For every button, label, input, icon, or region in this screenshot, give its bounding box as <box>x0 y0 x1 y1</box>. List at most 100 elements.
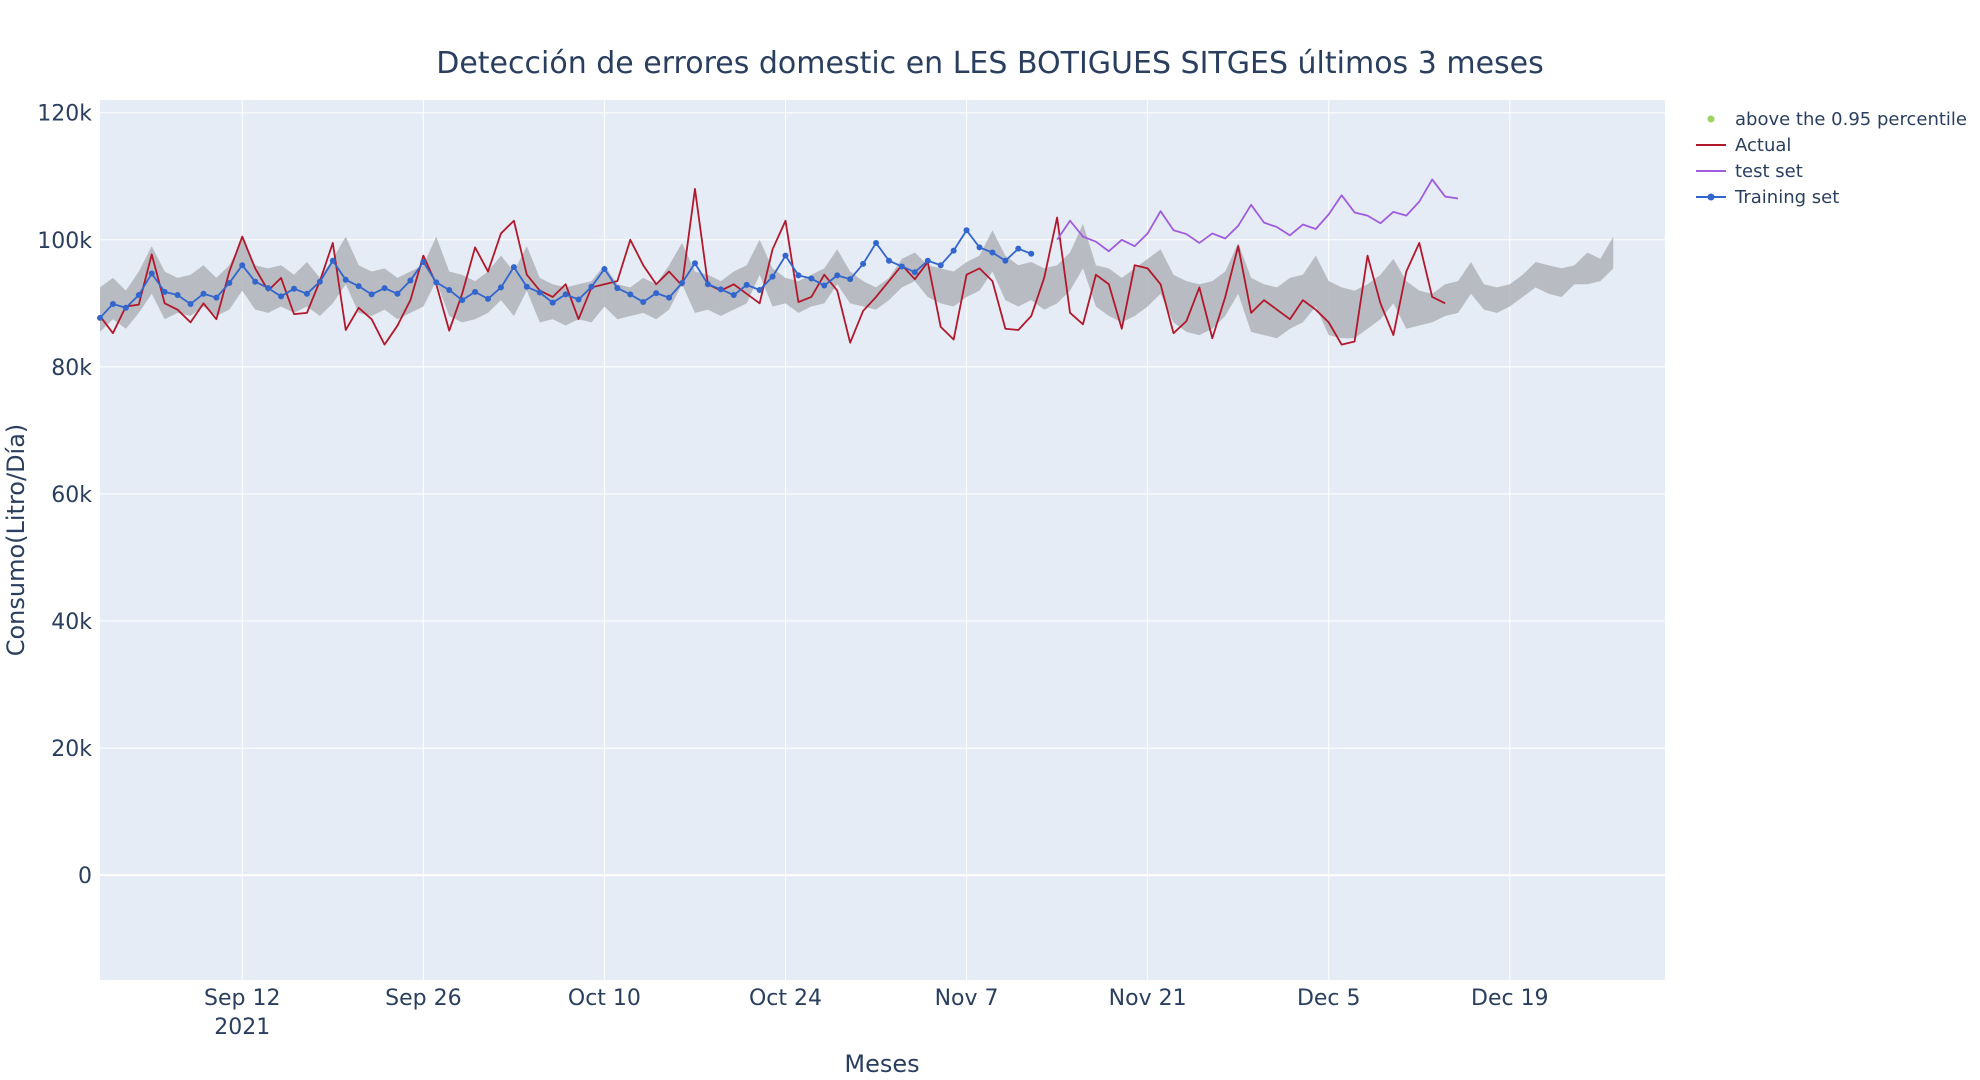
training-set-point <box>523 283 530 290</box>
x-tick-sublabel: 2021 <box>214 1015 270 1040</box>
training-set-point <box>782 252 789 259</box>
legend-label: Training set <box>1734 187 1839 208</box>
training-set-point <box>924 257 931 264</box>
training-set-point <box>743 281 750 288</box>
y-tick-label: 80k <box>51 356 92 381</box>
y-axis-title: Consumo(Litro/Día) <box>2 424 30 657</box>
training-set-point <box>950 247 957 254</box>
legend-item-test-set[interactable]: test set <box>1696 161 1803 182</box>
training-set-point <box>614 285 621 292</box>
x-tick-label: Dec 5 <box>1297 986 1361 1011</box>
training-set-point <box>161 288 168 295</box>
confidence-band <box>100 223 1614 339</box>
training-set-point <box>717 286 724 293</box>
training-set-point <box>368 291 375 298</box>
training-set-point <box>847 276 854 283</box>
training-set-point <box>122 304 129 311</box>
training-set-point <box>666 294 673 301</box>
training-set-point <box>239 262 246 269</box>
legend-label: above the 0.95 percentile <box>1735 109 1967 130</box>
legend-label: Actual <box>1735 135 1791 156</box>
training-set-point <box>200 290 207 297</box>
training-set-point <box>394 290 401 297</box>
training-set-point <box>510 264 517 271</box>
y-tick-label: 100k <box>37 229 92 254</box>
training-set-point <box>601 266 608 273</box>
training-set-point <box>109 300 116 307</box>
training-set-point <box>691 260 698 267</box>
y-tick-label: 120k <box>37 102 92 127</box>
legend[interactable]: above the 0.95 percentile Actual test set T… <box>1696 109 1967 208</box>
training-set-point <box>640 299 647 306</box>
training-set-point <box>562 291 569 298</box>
training-set-point <box>291 285 298 292</box>
x-tick-label: Sep 26 <box>385 986 461 1011</box>
legend-label: test set <box>1735 161 1803 182</box>
training-set-point <box>834 272 841 279</box>
y-tick-label: 0 <box>78 864 92 889</box>
training-set-point <box>459 297 466 304</box>
plot-area <box>100 100 1665 980</box>
training-set-point <box>937 262 944 269</box>
series-layer <box>97 178 1459 346</box>
actual-line <box>99 188 1446 346</box>
training-set-point <box>808 275 815 282</box>
chart-title: Detección de errores domestic en LES BOT… <box>436 46 1544 81</box>
training-set-point <box>653 290 660 297</box>
training-set-point <box>549 299 556 306</box>
training-set-point <box>407 277 414 284</box>
x-tick-label: Oct 24 <box>749 986 822 1011</box>
training-set-point <box>148 270 155 277</box>
training-set-point <box>485 295 492 302</box>
training-set-point <box>704 281 711 288</box>
confidence-band-layer <box>100 223 1614 339</box>
legend-item-above-the-0-95-percentile[interactable]: above the 0.95 percentile <box>1707 109 1968 130</box>
training-set-point <box>989 249 996 256</box>
training-set-point <box>329 257 336 264</box>
x-tick-label: Sep 12 <box>204 986 280 1011</box>
test-set-line <box>1056 178 1459 253</box>
training-set-point <box>135 292 142 299</box>
training-set-point <box>226 279 233 286</box>
training-set-point <box>679 279 686 286</box>
training-set-point <box>769 273 776 280</box>
training-set-point <box>252 278 259 285</box>
training-set-point <box>472 288 479 295</box>
training-set-point <box>588 283 595 290</box>
x-tick-label: Nov 21 <box>1109 986 1187 1011</box>
x-axis-title: Meses <box>844 1050 919 1078</box>
grid-layer <box>100 100 1665 980</box>
legend-marker <box>1707 193 1715 201</box>
training-set-point <box>860 260 867 267</box>
training-set-point <box>355 283 362 290</box>
legend-item-training-set[interactable]: Training set <box>1696 187 1839 208</box>
training-set-point <box>898 263 905 270</box>
training-set-point <box>97 314 103 321</box>
training-set-point <box>885 257 892 264</box>
training-set-point <box>963 227 970 234</box>
training-set-point <box>1028 250 1035 257</box>
training-set-point <box>795 272 802 279</box>
y-tick-label: 60k <box>51 483 92 508</box>
training-set-point <box>575 296 582 303</box>
y-tick-label: 40k <box>51 610 92 635</box>
training-set-point <box>278 293 285 300</box>
training-set-point <box>911 269 918 276</box>
x-tick-label: Dec 19 <box>1471 986 1549 1011</box>
legend-marker <box>1707 115 1715 123</box>
training-set-point <box>976 244 983 251</box>
x-tick-label: Oct 10 <box>568 986 641 1011</box>
training-set-point <box>1015 245 1022 252</box>
training-set-point <box>873 239 880 246</box>
x-tick-label: Nov 7 <box>935 986 999 1011</box>
training-set-point <box>303 290 310 297</box>
training-set-point <box>381 285 388 292</box>
training-set-point <box>627 291 634 298</box>
training-set-point <box>316 278 323 285</box>
training-set-point <box>730 292 737 299</box>
training-set-point <box>821 282 828 289</box>
legend-item-actual[interactable]: Actual <box>1696 135 1791 156</box>
training-set-point <box>433 279 440 286</box>
training-set-point <box>446 286 453 293</box>
